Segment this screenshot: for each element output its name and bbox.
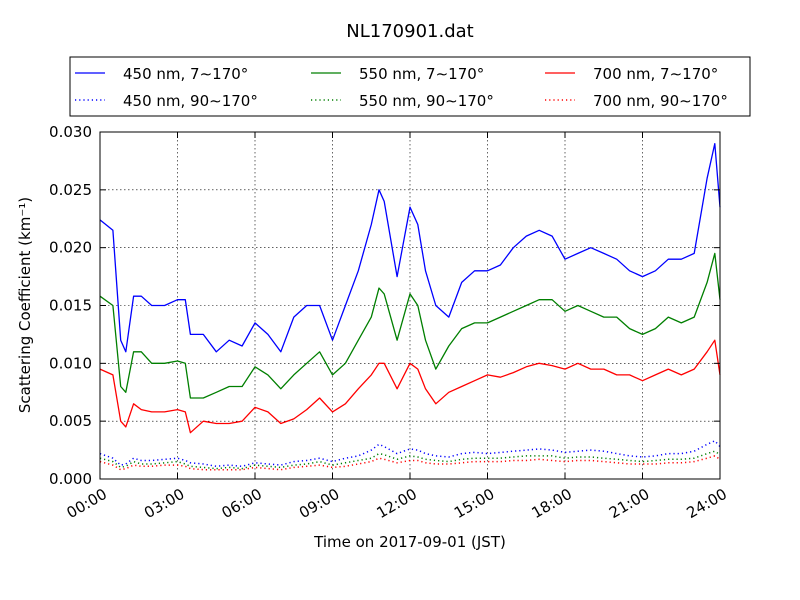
legend-items: 450 nm, 7∼170° 450 nm, 90∼170° 550 nm, 7∼1… bbox=[75, 65, 728, 110]
series-line-0 bbox=[99, 142, 721, 353]
y-tick-label: 0.010 bbox=[49, 354, 92, 372]
series-line-2 bbox=[99, 252, 721, 399]
legend-box bbox=[69, 56, 751, 117]
series-line-4 bbox=[99, 339, 721, 434]
y-tick-label: 0.030 bbox=[49, 123, 92, 141]
y-axis-label: Scattering Coefficient (km⁻¹) bbox=[16, 197, 34, 413]
legend-label: 450 nm, 7∼170° bbox=[123, 65, 248, 83]
legend-label: 700 nm, 7∼170° bbox=[593, 65, 718, 83]
chart-title: NL170901.dat bbox=[346, 21, 473, 42]
y-tick-labels: 0.000 0.005 0.010 0.015 0.020 0.025 0.030 bbox=[49, 123, 92, 488]
y-tick-label: 0.015 bbox=[49, 297, 92, 315]
series-line-3 bbox=[99, 450, 721, 470]
y-tick-label: 0.005 bbox=[49, 412, 92, 430]
legend-label: 550 nm, 90∼170° bbox=[359, 92, 494, 110]
series-group bbox=[99, 142, 721, 471]
y-tick-label: 0.025 bbox=[49, 181, 92, 199]
legend-label: 450 nm, 90∼170° bbox=[123, 92, 258, 110]
series-line-5 bbox=[99, 455, 721, 471]
y-tick-label: 0.000 bbox=[49, 470, 92, 488]
x-axis-label: Time on 2017-09-01 (JST) bbox=[313, 533, 506, 551]
legend-label: 700 nm, 90∼170° bbox=[593, 92, 728, 110]
series-line-1 bbox=[99, 440, 721, 468]
legend: 450 nm, 7∼170° 450 nm, 90∼170° 550 nm, 7∼1… bbox=[69, 56, 751, 117]
y-tick-label: 0.020 bbox=[49, 239, 92, 257]
grid bbox=[100, 132, 720, 479]
legend-label: 550 nm, 7∼170° bbox=[359, 65, 484, 83]
axis-ticks bbox=[99, 131, 721, 480]
